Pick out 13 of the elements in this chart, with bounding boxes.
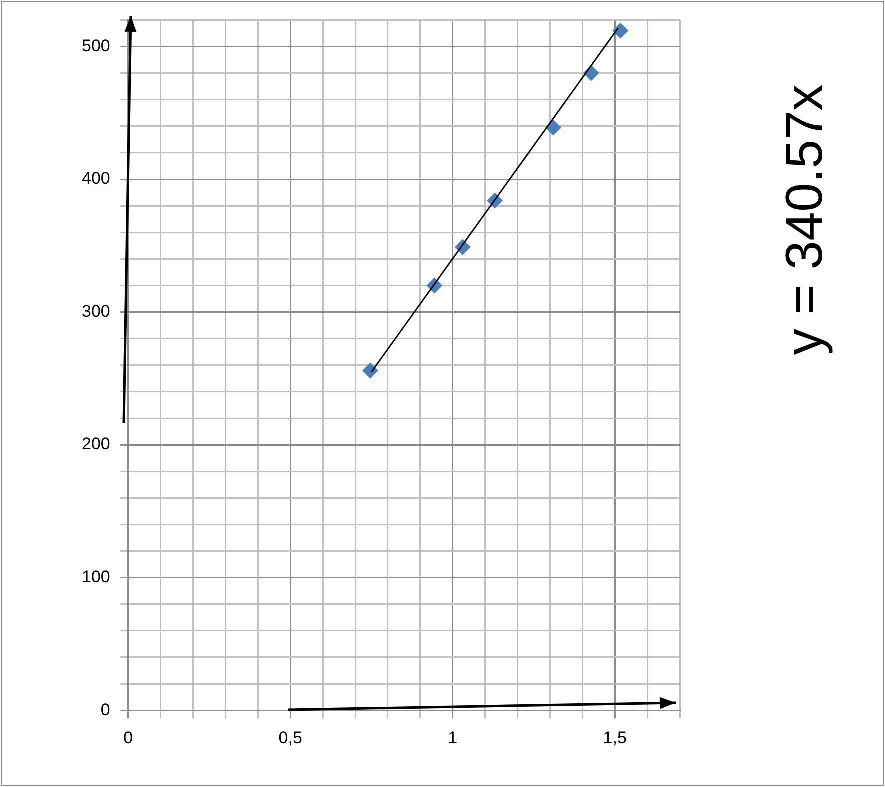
text: y = 340.57x xyxy=(775,84,835,356)
point xyxy=(362,362,378,379)
point xyxy=(612,22,629,39)
y-tick-label: 0 xyxy=(100,700,110,720)
y-tick-label: 300 xyxy=(82,302,110,321)
x-tick-label: 1,5 xyxy=(603,728,627,748)
y-tick-label: 200 xyxy=(82,434,110,454)
x-tick-label: 0,5 xyxy=(278,728,302,748)
x-tick-label: 0 xyxy=(124,728,134,748)
y-tick-label: 400 xyxy=(82,169,110,188)
y-tick-label: 100 xyxy=(82,568,110,587)
x-tick-label: 1 xyxy=(448,728,458,748)
y-tick-label: 500 xyxy=(82,36,110,56)
